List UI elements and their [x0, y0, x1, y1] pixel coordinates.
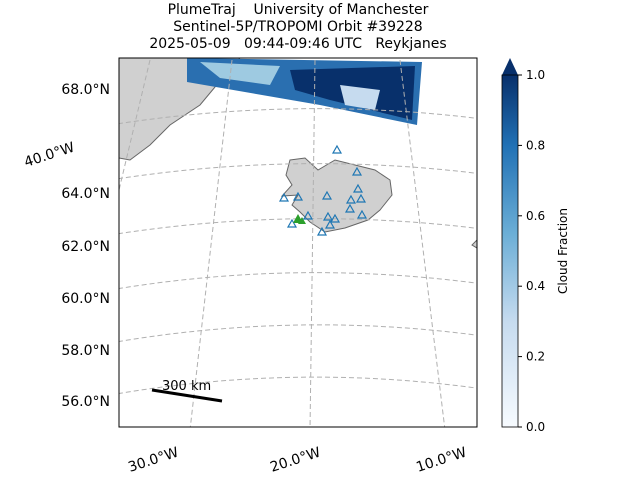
graticule — [399, 59, 446, 427]
lat-label: 58.0°N — [61, 343, 110, 359]
lat-label: 60.0°N — [61, 291, 110, 307]
colorbar: Cloud Fraction 0.0 0.2 0.4 0.6 0.8 1.0 — [501, 58, 570, 434]
volcanoes — [278, 144, 368, 236]
lat-label: 68.0°N — [61, 82, 110, 98]
cloud-swath-light — [200, 62, 280, 85]
title: PlumeTraj University of Manchester Senti… — [149, 2, 446, 52]
colorbar-tick-label: 0.0 — [526, 420, 545, 434]
scale-bar — [151, 388, 223, 403]
graticule — [119, 108, 477, 125]
graticule — [119, 376, 477, 395]
colorbar-tick-label: 0.6 — [526, 209, 545, 223]
cloud-swath-light — [340, 85, 380, 110]
colorbar-tick-label: 0.2 — [526, 350, 545, 364]
colorbar-tick-label: 0.8 — [526, 138, 545, 152]
scale-bar-label: 300 km — [162, 379, 211, 394]
graticule — [119, 218, 477, 235]
lon-label: 30.0°W — [126, 444, 181, 475]
graticule — [119, 163, 477, 180]
lat-label: 62.0°N — [61, 239, 110, 255]
plume-source — [293, 214, 306, 224]
lon-label: 20.0°W — [268, 444, 323, 475]
graticule — [119, 59, 151, 191]
lon-label: 10.0°W — [414, 444, 469, 475]
title-line: PlumeTraj University of Manchester — [168, 2, 429, 18]
coast — [471, 239, 477, 249]
lon-label: 40.0°W — [22, 139, 77, 170]
title-line: Sentinel-5P/TROPOMI Orbit #39228 — [173, 19, 422, 35]
lat-labels: 68.0°N 64.0°N 62.0°N 60.0°N 58.0°N 56.0°… — [61, 82, 110, 410]
lat-label: 56.0°N — [61, 394, 110, 410]
map: 300 km — [119, 58, 477, 427]
graticule — [119, 324, 477, 343]
colorbar-tick-label: 1.0 — [526, 68, 545, 82]
lat-label: 64.0°N — [61, 186, 110, 202]
colorbar-label: Cloud Fraction — [556, 208, 570, 294]
title-line: 2025-05-09 09:44-09:46 UTC Reykjanes — [149, 36, 446, 52]
map-frame — [118, 57, 478, 428]
colorbar-tick-label: 0.4 — [526, 279, 545, 293]
colorbar-ramp — [501, 74, 519, 428]
graticule — [189, 59, 233, 427]
graticule — [309, 59, 316, 427]
colorbar-extend — [502, 58, 518, 75]
graticule — [119, 272, 477, 290]
